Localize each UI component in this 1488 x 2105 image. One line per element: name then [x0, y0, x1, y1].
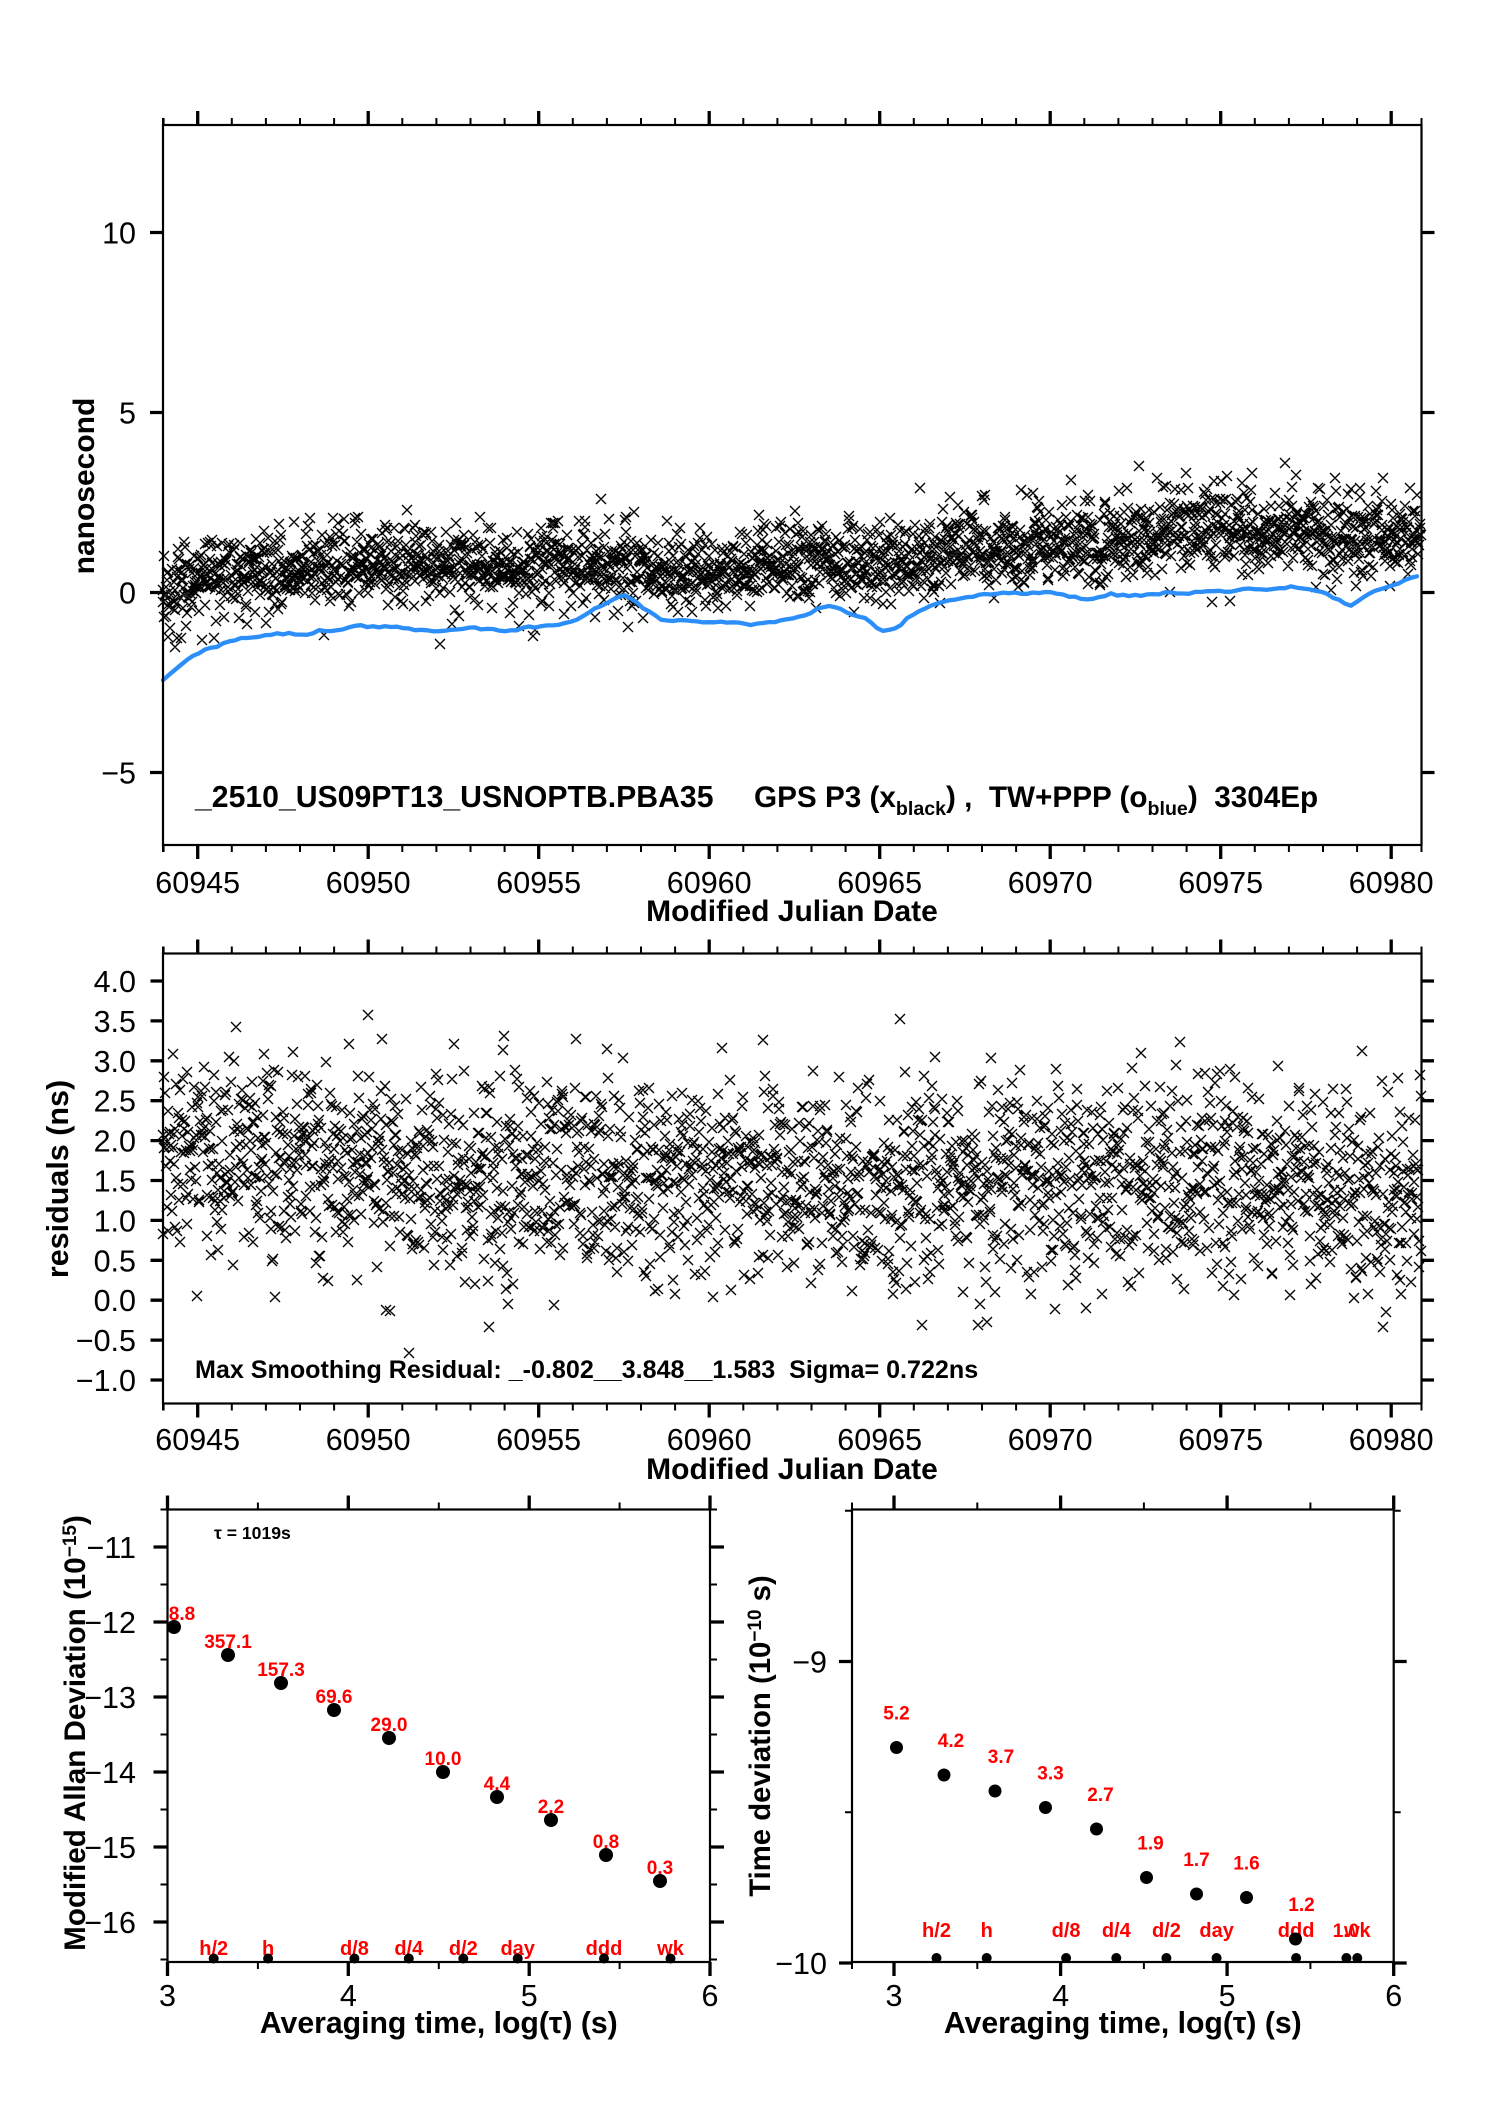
svg-text:3: 3: [159, 1979, 176, 2013]
svg-text:−16: −16: [84, 1906, 136, 1940]
svg-text:60960: 60960: [667, 1423, 752, 1457]
svg-text:357.1: 357.1: [204, 1632, 252, 1653]
svg-text:29.0: 29.0: [371, 1715, 408, 1736]
svg-text:2.7: 2.7: [1087, 1785, 1113, 1806]
svg-text:60980: 60980: [1349, 866, 1434, 900]
svg-text:h/2: h/2: [922, 1920, 951, 1942]
svg-text:60950: 60950: [326, 866, 411, 900]
svg-text:60965: 60965: [837, 1423, 922, 1457]
svg-text:60980: 60980: [1349, 1423, 1434, 1457]
svg-text:day: day: [500, 1938, 535, 1960]
svg-text:2.5: 2.5: [94, 1085, 136, 1119]
svg-text:Averaging time, log(τ) (s): Averaging time, log(τ) (s): [260, 2007, 618, 2040]
svg-text:day: day: [1199, 1920, 1234, 1942]
svg-text:5: 5: [119, 397, 136, 431]
svg-text:−14: −14: [84, 1756, 136, 1790]
svg-text:6: 6: [702, 1979, 719, 2013]
svg-text:d/8: d/8: [1052, 1920, 1081, 1942]
svg-text:Modified Julian Date: Modified Julian Date: [646, 1453, 938, 1486]
svg-text:1.0: 1.0: [94, 1204, 136, 1238]
svg-text:−0.5: −0.5: [76, 1324, 136, 1358]
svg-text:−9: −9: [792, 1646, 827, 1680]
svg-text:5: 5: [521, 1979, 538, 2013]
svg-text:Averaging time, log(τ) (s): Averaging time, log(τ) (s): [944, 2007, 1302, 2040]
svg-text:d/2: d/2: [1152, 1920, 1181, 1942]
svg-text:−5: −5: [101, 757, 136, 791]
svg-text:Modified Julian Date: Modified Julian Date: [646, 895, 938, 928]
svg-text:h/2: h/2: [199, 1938, 228, 1960]
svg-text:10.0: 10.0: [425, 1749, 462, 1770]
svg-text:1.0: 1.0: [1333, 1921, 1359, 1942]
svg-text:d/4: d/4: [394, 1938, 424, 1960]
svg-text:60965: 60965: [837, 866, 922, 900]
svg-text:−1.0: −1.0: [76, 1364, 136, 1398]
svg-text:−10: −10: [775, 1947, 827, 1981]
svg-text:60970: 60970: [1008, 1423, 1093, 1457]
svg-text:4: 4: [340, 1979, 357, 2013]
svg-text:3.3: 3.3: [1037, 1764, 1063, 1785]
svg-text:h: h: [262, 1938, 274, 1960]
svg-text:0: 0: [119, 577, 136, 611]
svg-text:60950: 60950: [326, 1423, 411, 1457]
svg-text:3.5: 3.5: [94, 1005, 136, 1039]
svg-text:5.2: 5.2: [883, 1704, 909, 1725]
svg-text:ddd: ddd: [586, 1938, 623, 1960]
svg-text:nanosecond: nanosecond: [68, 398, 101, 575]
svg-text:157.3: 157.3: [257, 1660, 305, 1681]
svg-text:60970: 60970: [1008, 866, 1093, 900]
svg-text:Max Smoothing Residual: _-0.80: Max Smoothing Residual: _-0.802__3.848__…: [195, 1356, 978, 1384]
svg-text:1.9: 1.9: [1137, 1834, 1163, 1855]
svg-text:5: 5: [1219, 1979, 1236, 2013]
svg-text:3: 3: [886, 1979, 903, 2013]
svg-text:residuals (ns): residuals (ns): [41, 1080, 75, 1278]
svg-text:4.4: 4.4: [484, 1774, 511, 1795]
svg-text:10: 10: [102, 217, 136, 251]
svg-text:−11: −11: [87, 1531, 136, 1565]
svg-text:−12: −12: [84, 1606, 136, 1640]
svg-text:−13: −13: [84, 1681, 136, 1715]
svg-text:0.3: 0.3: [647, 1858, 673, 1879]
svg-text:Modified Allan Deviation (10−1: Modified Allan Deviation (10−15): [59, 1515, 92, 1951]
svg-text:2.0: 2.0: [94, 1125, 136, 1159]
svg-text:60955: 60955: [496, 1423, 581, 1457]
svg-text:h: h: [981, 1920, 993, 1942]
svg-text:1.2: 1.2: [1288, 1895, 1314, 1916]
svg-text:4.0: 4.0: [94, 965, 136, 999]
svg-text:8.8: 8.8: [169, 1604, 195, 1625]
svg-text:ddd: ddd: [1278, 1920, 1315, 1942]
svg-text:60945: 60945: [155, 866, 240, 900]
svg-text:−15: −15: [84, 1831, 136, 1865]
svg-text:3.7: 3.7: [988, 1747, 1014, 1768]
svg-text:69.6: 69.6: [316, 1687, 353, 1708]
svg-text:0.0: 0.0: [94, 1284, 136, 1318]
svg-text:d/4: d/4: [1102, 1920, 1132, 1942]
svg-text:τ = 1019s: τ = 1019s: [214, 1523, 291, 1543]
svg-text:GPS P3 (xblack) , TW+PPP (obl: GPS P3 (xblack) , TW+PPP (oblue) 3304Ep: [754, 781, 1318, 820]
svg-text:4.2: 4.2: [938, 1731, 964, 1752]
svg-text:d/2: d/2: [449, 1938, 478, 1960]
svg-text:_2510_US09PT13_USNOPTB.PBA35: _2510_US09PT13_USNOPTB.PBA35: [194, 781, 713, 814]
svg-text:wk: wk: [1343, 1920, 1372, 1942]
svg-text:1.6: 1.6: [1233, 1854, 1259, 1875]
svg-text:3.0: 3.0: [94, 1045, 136, 1079]
svg-text:60975: 60975: [1178, 866, 1263, 900]
svg-text:0.8: 0.8: [593, 1832, 619, 1853]
svg-text:6: 6: [1385, 1979, 1402, 2013]
svg-text:1.5: 1.5: [94, 1165, 136, 1199]
svg-text:60945: 60945: [155, 1423, 240, 1457]
svg-text:60975: 60975: [1178, 1423, 1263, 1457]
svg-text:60960: 60960: [667, 866, 752, 900]
svg-text:1.7: 1.7: [1183, 1850, 1209, 1871]
svg-text:60955: 60955: [496, 866, 581, 900]
svg-text:4: 4: [1052, 1979, 1069, 2013]
svg-text:wk: wk: [656, 1938, 685, 1960]
svg-text:d/8: d/8: [340, 1938, 369, 1960]
svg-text:0.5: 0.5: [94, 1244, 136, 1278]
svg-text:2.2: 2.2: [538, 1797, 564, 1818]
